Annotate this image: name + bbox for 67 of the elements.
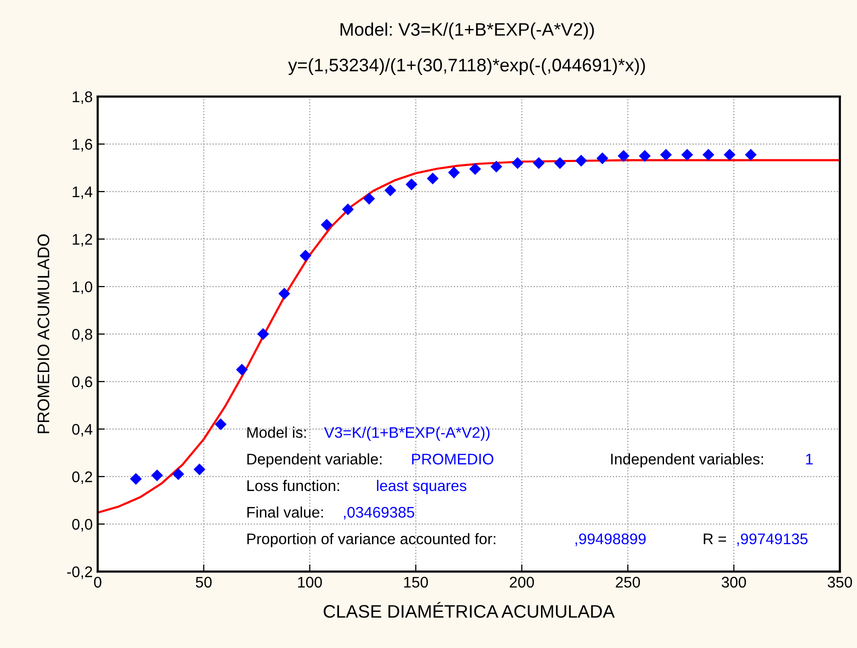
y-tick-label: 1,4 (72, 186, 92, 200)
x-tick-label: 250 (616, 576, 640, 588)
point (151, 470, 163, 481)
y-tick-label: 1,6 (72, 138, 92, 152)
point (554, 157, 566, 169)
annotation: Dependent variable: (247, 453, 382, 468)
point (130, 473, 142, 485)
point (257, 328, 269, 340)
point (576, 155, 587, 166)
annotation: Independent variables: (611, 453, 763, 468)
point (215, 418, 226, 430)
x-tick-label: 350 (828, 576, 852, 588)
x-tick-label: 100 (298, 576, 322, 588)
y-tick-label: 0,4 (72, 424, 92, 437)
point (321, 219, 332, 230)
annotation: Final value: (247, 506, 323, 518)
point (406, 178, 418, 190)
x-tick-label: 0 (94, 576, 102, 588)
x-tick-label: 300 (722, 576, 746, 588)
annotation: PROMEDIO (412, 454, 494, 464)
y-tick-label: 0,6 (72, 376, 92, 390)
y-tick-label: 0,8 (72, 328, 92, 342)
point (300, 250, 312, 262)
point (512, 157, 524, 169)
point (236, 364, 248, 376)
annotation: Model is: (247, 426, 306, 438)
point (618, 150, 630, 162)
point (384, 184, 396, 196)
annotation: R = (704, 534, 726, 544)
point (682, 149, 693, 160)
y-tick-label: 0,2 (72, 471, 92, 484)
point (470, 163, 481, 175)
y-tick-label: 1,8 (72, 91, 92, 104)
annotation: Proportion of variance accounted for: (247, 533, 496, 548)
point (278, 288, 290, 300)
y-tick-label: 0,0 (72, 518, 92, 532)
y-tick-label: -0,2 (67, 566, 92, 580)
x-tick-label: 200 (510, 576, 534, 588)
point (427, 172, 438, 184)
chart-title: Model: V3=K/(1+B*EXP(-A*V2)) (340, 22, 594, 40)
annotation: V3=K/(1+B*EXP(-A*V2)) (324, 426, 490, 441)
x-tick-label: 150 (404, 576, 428, 588)
annotation: ,03469385 (344, 506, 414, 520)
x-axis-title: CLASE DIAMÉTRICA ACUMULADA (324, 602, 615, 618)
point (342, 204, 354, 215)
point (490, 161, 502, 172)
y-axis-title: PROMEDIO ACUMULADO (38, 234, 50, 434)
annotation: Loss function: (247, 480, 340, 492)
point (702, 149, 714, 160)
y-tick-label: 1,2 (72, 234, 92, 247)
point (660, 149, 672, 160)
point (724, 149, 736, 160)
point (639, 150, 650, 162)
x-tick-label: 50 (196, 576, 212, 588)
annotation: ,99498899 (576, 533, 646, 546)
point (533, 157, 544, 169)
annotation: ,99749135 (737, 533, 808, 546)
point (172, 468, 184, 480)
point (448, 166, 460, 178)
y-tick-label: 1,0 (72, 281, 92, 294)
annotation: least squares (377, 480, 466, 494)
chart-subtitle: y=(1,53234)/(1+(30,7118)*exp(-(,044691)*x)) (288, 58, 645, 76)
point (745, 149, 756, 160)
point (596, 152, 608, 164)
point (194, 464, 206, 476)
point (364, 193, 375, 204)
annotation: 1 (806, 454, 813, 464)
